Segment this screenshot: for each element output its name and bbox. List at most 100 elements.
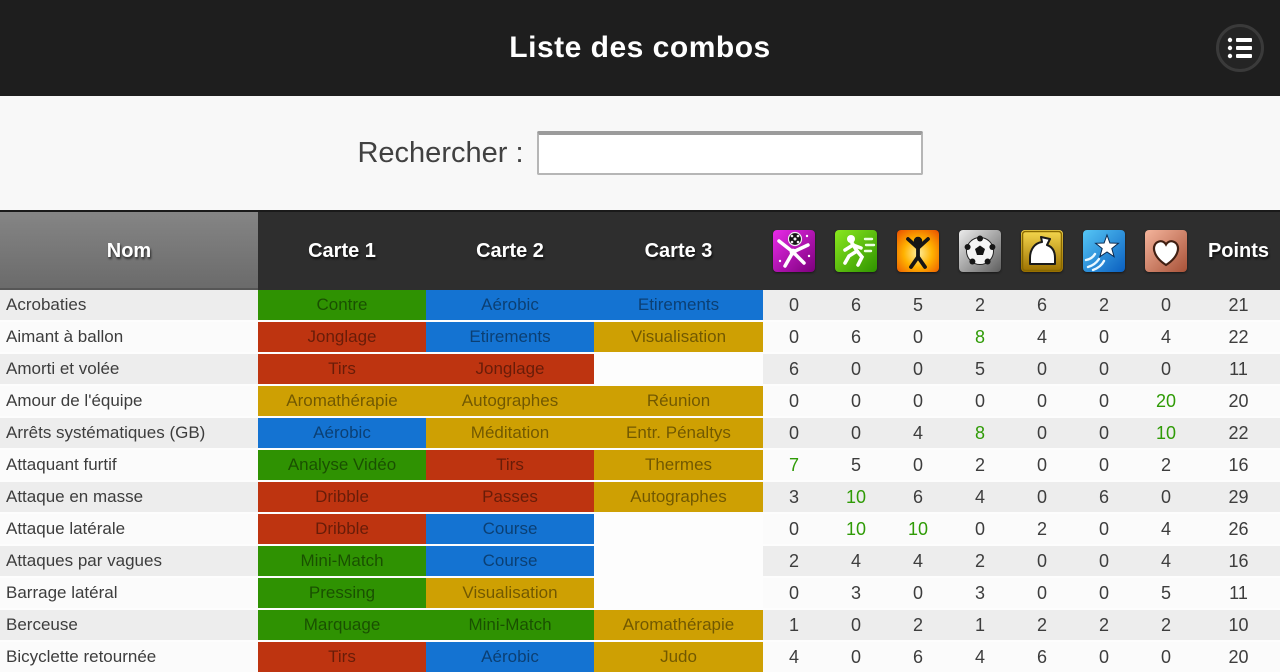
- search-input[interactable]: [536, 131, 923, 175]
- table-row[interactable]: Berceuse Marquage Mini-Match Aromathérapie 1…: [0, 610, 1280, 642]
- combo-name: Arrêts systématiques (GB): [6, 423, 206, 442]
- stat-value: 0: [974, 518, 985, 539]
- combo-name: Barrage latéral: [6, 583, 118, 602]
- stat-value: 4: [850, 550, 861, 571]
- stat-value: 0: [1036, 582, 1047, 603]
- stat-value: 0: [788, 390, 799, 411]
- heart-icon: [1145, 230, 1187, 272]
- stat-value: 0: [1098, 518, 1109, 539]
- stat-value: 4: [1160, 326, 1171, 347]
- kick-icon: [773, 230, 815, 272]
- stat-value: 2: [1160, 614, 1171, 635]
- stat-value: 0: [788, 294, 799, 315]
- table-row[interactable]: Attaquant furtif Analyse Vidéo Tirs Thermes…: [0, 450, 1280, 482]
- card-blue: Aérobic: [426, 642, 594, 672]
- stat-value: 0: [974, 390, 985, 411]
- stat-value: 0: [850, 646, 861, 667]
- stat-value: 10: [845, 518, 867, 539]
- stat-value: 2: [974, 550, 985, 571]
- card-gold: Autographes: [594, 482, 763, 512]
- table-row[interactable]: Acrobaties Contre Aérobic Etirements 0 6 5 2 6 2 0…: [0, 290, 1280, 322]
- column-header-kick[interactable]: [763, 212, 825, 290]
- table-row[interactable]: Attaque en masse Dribble Passes Autographes…: [0, 482, 1280, 514]
- stat-value: 0: [850, 390, 861, 411]
- column-header-carte2[interactable]: Carte 2: [476, 239, 544, 262]
- stat-value: 2: [974, 294, 985, 315]
- card-blue: Etirements: [426, 322, 594, 352]
- stat-value: 2: [974, 454, 985, 475]
- card-gold: Méditation: [426, 418, 594, 448]
- card-gold: Aromathérapie: [594, 610, 763, 640]
- table-row[interactable]: Amour de l'équipe Aromathérapie Autographe…: [0, 386, 1280, 418]
- combo-name: Attaque en masse: [6, 487, 144, 506]
- stat-value: 0: [1098, 326, 1109, 347]
- stat-value: 0: [1160, 646, 1171, 667]
- ball-icon: [959, 230, 1001, 272]
- table-row[interactable]: Bicyclette retournée Tirs Aérobic Judo 4 0 6 4 6…: [0, 642, 1280, 672]
- column-header-ball[interactable]: [949, 212, 1011, 290]
- card-red: Jonglage: [258, 322, 426, 352]
- column-header-power[interactable]: [887, 212, 949, 290]
- card-blue: Aérobic: [258, 418, 426, 448]
- column-header-nom[interactable]: Nom: [0, 212, 258, 290]
- stat-value: 8: [974, 326, 985, 347]
- menu-button[interactable]: [1216, 24, 1264, 72]
- card-green: Mini-Match: [426, 610, 594, 640]
- points-value: 16: [1228, 550, 1249, 571]
- stat-value: 1: [974, 614, 985, 635]
- column-header-strength[interactable]: [1011, 212, 1073, 290]
- combo-name: Aimant à ballon: [6, 327, 124, 346]
- card-gold: Autographes: [426, 386, 594, 416]
- stat-value: 0: [912, 582, 923, 603]
- column-header-run[interactable]: [825, 212, 887, 290]
- points-value: 16: [1228, 454, 1249, 475]
- card-red: Tirs: [258, 642, 426, 672]
- card-gold: Visualisation: [594, 322, 763, 352]
- search-label: Rechercher :: [357, 136, 524, 169]
- table-row[interactable]: Attaque latérale Dribble Course 0 10 10 0 2 0 4 26: [0, 514, 1280, 546]
- table-row[interactable]: Aimant à ballon Jonglage Etirements Visuali…: [0, 322, 1280, 354]
- power-icon: [897, 230, 939, 272]
- card-gold: Visualisation: [426, 578, 594, 608]
- combo-name: Berceuse: [6, 615, 78, 634]
- stat-value: 6: [1036, 294, 1047, 315]
- column-header-carte1[interactable]: Carte 1: [308, 239, 376, 262]
- stat-value: 0: [1098, 358, 1109, 379]
- stat-value: 3: [974, 582, 985, 603]
- column-header-agility[interactable]: [1073, 212, 1135, 290]
- strength-icon: [1021, 230, 1063, 272]
- stat-value: 5: [912, 294, 923, 315]
- column-header-heart[interactable]: [1135, 212, 1197, 290]
- points-value: 11: [1229, 582, 1248, 603]
- card-red: Dribble: [258, 514, 426, 544]
- search-section: Rechercher :: [0, 96, 1280, 210]
- stat-value: 1: [788, 614, 799, 635]
- table-row[interactable]: Amorti et volée Tirs Jonglage 6 0 0 5 0 0 0 11: [0, 354, 1280, 386]
- stat-value: 2: [1098, 614, 1109, 635]
- combo-name: Attaque latérale: [6, 519, 126, 538]
- card-empty: [594, 354, 763, 384]
- stat-value: 5: [850, 454, 861, 475]
- column-header-carte3[interactable]: Carte 3: [644, 239, 713, 262]
- table-row[interactable]: Barrage latéral Pressing Visualisation 0 3 0 3…: [0, 578, 1280, 610]
- card-blue: Course: [426, 514, 594, 544]
- stat-value: 0: [850, 422, 861, 443]
- table-row[interactable]: Attaques par vagues Mini-Match Course 2 4 4 2 0…: [0, 546, 1280, 578]
- points-value: 20: [1228, 646, 1249, 667]
- stat-value: 2: [788, 550, 799, 571]
- stat-value: 0: [1098, 454, 1109, 475]
- stat-value: 0: [1098, 550, 1109, 571]
- points-value: 10: [1228, 614, 1249, 635]
- stat-value: 4: [788, 646, 799, 667]
- stat-value: 0: [1098, 646, 1109, 667]
- stat-value: 3: [788, 486, 799, 507]
- stat-value: 0: [912, 390, 923, 411]
- column-header-points[interactable]: Points: [1207, 239, 1270, 262]
- card-green: Marquage: [258, 610, 426, 640]
- stat-value: 0: [1160, 486, 1171, 507]
- table-row[interactable]: Arrêts systématiques (GB) Aérobic Méditati…: [0, 418, 1280, 450]
- card-green: Pressing: [258, 578, 426, 608]
- stat-value: 0: [788, 326, 799, 347]
- stat-value: 0: [1036, 550, 1047, 571]
